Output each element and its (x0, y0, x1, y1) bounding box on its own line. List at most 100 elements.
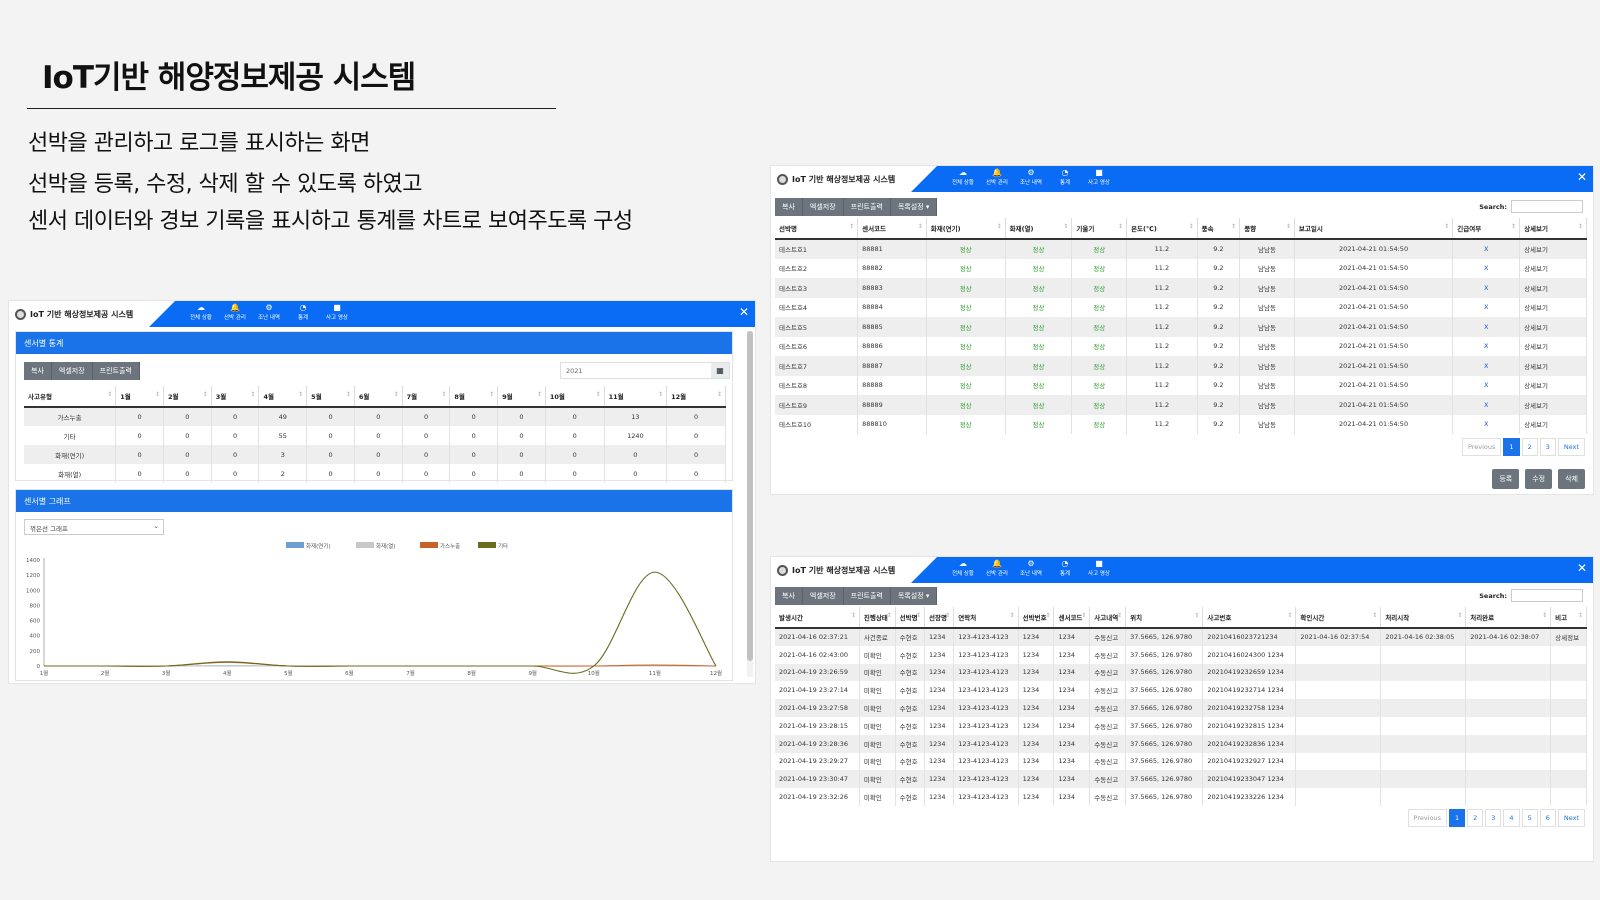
column-header[interactable]: 위치 (1125, 607, 1204, 629)
nav-item-1[interactable]: 🔔 선박 관리 (983, 559, 1011, 577)
column-header[interactable]: 센서코드 (857, 218, 927, 240)
table-cell[interactable]: 상세보기 (1519, 317, 1587, 337)
column-header[interactable]: 상세보기 (1519, 218, 1587, 240)
columns-dropdown-button[interactable]: 목록설정 (890, 587, 938, 605)
column-header[interactable]: 보고일시 (1294, 218, 1454, 240)
column-header[interactable]: 센서코드 (1053, 607, 1091, 629)
column-header[interactable]: 풍속 (1197, 218, 1241, 240)
column-header[interactable]: 확인시간 (1295, 607, 1382, 629)
nav-item-0[interactable]: ☁ 전체 상황 (949, 559, 977, 577)
table-cell[interactable]: 상세정보 (1550, 628, 1587, 646)
column-header[interactable]: 11월 (604, 386, 668, 408)
column-header[interactable]: 2월 (163, 386, 212, 408)
excel-button[interactable]: 엑셀저장 (802, 198, 844, 216)
column-header[interactable]: 화재(열) (1005, 218, 1073, 240)
nav-item-4[interactable]: ■ 사고 영상 (323, 303, 351, 321)
column-header[interactable]: 선장명 (924, 607, 955, 629)
table-cell[interactable]: 상세보기 (1519, 239, 1587, 259)
column-header[interactable]: 진행상태 (859, 607, 896, 629)
table-cell[interactable]: 상세보기 (1519, 336, 1587, 356)
table-cell[interactable]: 상세보기 (1519, 258, 1587, 278)
table-cell[interactable]: 상세보기 (1519, 278, 1587, 298)
app-logo[interactable]: IoT 기반 해상정보제공 시스템 (771, 557, 911, 583)
app-logo[interactable]: IoT 기반 해상정보제공 시스템 (771, 166, 911, 192)
nav-item-1[interactable]: 🔔 선박 관리 (221, 303, 249, 321)
copy-button[interactable]: 복사 (24, 362, 52, 380)
column-header[interactable]: 처리시작 (1380, 607, 1467, 629)
page-button[interactable]: Next (1557, 438, 1585, 456)
print-button[interactable]: 프린트출력 (843, 198, 891, 216)
column-header[interactable]: 발생시간 (775, 607, 860, 629)
column-header[interactable]: 12월 (666, 386, 726, 408)
page-button[interactable]: 3 (1485, 809, 1502, 827)
table-cell[interactable]: 상세보기 (1519, 395, 1587, 415)
table-cell[interactable]: 상세보기 (1519, 414, 1587, 434)
column-header[interactable]: 풍향 (1239, 218, 1295, 240)
page-button[interactable]: 3 (1539, 438, 1556, 456)
scrollbar-thumb[interactable] (747, 331, 753, 661)
column-header[interactable]: 3월 (211, 386, 260, 408)
nav-item-0[interactable]: ☁ 전체 상황 (187, 303, 215, 321)
table-cell[interactable] (1550, 699, 1587, 717)
column-header[interactable]: 처리완료 (1465, 607, 1552, 629)
nav-item-4[interactable]: ■ 사고 영상 (1085, 559, 1113, 577)
close-icon[interactable]: ✕ (738, 305, 749, 319)
column-header[interactable]: 연락처 (953, 607, 1019, 629)
page-button[interactable]: 1 (1449, 809, 1466, 827)
page-button[interactable]: 1 (1503, 438, 1520, 456)
nav-item-3[interactable]: ◔ 통계 (1051, 168, 1079, 186)
table-cell[interactable]: 상세보기 (1519, 375, 1587, 395)
column-header[interactable]: 8월 (449, 386, 499, 408)
graph-type-select[interactable]: 꺾은선 그래프 ⌄ (24, 519, 164, 535)
column-header[interactable]: 비고 (1550, 607, 1587, 629)
nav-item-3[interactable]: ◔ 통계 (289, 303, 317, 321)
table-cell[interactable] (1550, 681, 1587, 700)
columns-dropdown-button[interactable]: 목록설정 (890, 198, 938, 216)
calendar-icon[interactable]: ▦ (711, 363, 729, 378)
print-button[interactable]: 프린트출력 (843, 587, 891, 605)
column-header[interactable]: 1월 (115, 386, 164, 408)
table-cell[interactable] (1550, 770, 1587, 789)
nav-item-2[interactable]: ⚙ 조난 내역 (1017, 168, 1045, 186)
column-header[interactable]: 선박번호 (1018, 607, 1055, 629)
column-header[interactable]: 10월 (545, 386, 605, 408)
search-input[interactable] (1511, 200, 1583, 213)
column-header[interactable]: 온도(℃) (1126, 218, 1198, 240)
app-logo[interactable]: IoT 기반 해상정보제공 시스템 (9, 301, 149, 327)
nav-item-2[interactable]: ⚙ 조난 내역 (1017, 559, 1045, 577)
page-button[interactable]: Previous (1461, 438, 1502, 456)
copy-button[interactable]: 복사 (775, 587, 803, 605)
column-header[interactable]: 화재(연기) (926, 218, 1006, 240)
nav-item-4[interactable]: ■ 사고 영상 (1085, 168, 1113, 186)
page-button[interactable]: Previous (1407, 809, 1447, 827)
table-cell[interactable] (1550, 752, 1587, 771)
edit-button[interactable]: 수정 (1525, 469, 1553, 489)
column-header[interactable]: 기울기 (1071, 218, 1128, 240)
excel-button[interactable]: 엑셀저장 (51, 362, 93, 380)
page-button[interactable]: 2 (1467, 809, 1484, 827)
table-cell[interactable]: 상세보기 (1519, 356, 1587, 376)
year-picker[interactable]: 2021 ▦ (560, 362, 730, 379)
page-button[interactable]: 6 (1539, 809, 1556, 827)
copy-button[interactable]: 복사 (775, 198, 803, 216)
table-cell[interactable]: 상세보기 (1519, 297, 1587, 317)
page-button[interactable]: Next (1557, 809, 1585, 827)
table-cell[interactable] (1550, 788, 1587, 806)
column-header[interactable]: 사고유형 (24, 386, 117, 408)
nav-item-2[interactable]: ⚙ 조난 내역 (255, 303, 283, 321)
scrollbar[interactable] (747, 331, 753, 677)
year-input[interactable]: 2021 (566, 367, 583, 375)
column-header[interactable]: 7월 (402, 386, 451, 408)
page-button[interactable]: 4 (1503, 809, 1520, 827)
column-header[interactable]: 사고내역 (1089, 607, 1127, 629)
table-cell[interactable] (1550, 663, 1587, 682)
print-button[interactable]: 프린트출력 (92, 362, 140, 380)
delete-button[interactable]: 삭제 (1558, 469, 1585, 489)
nav-item-3[interactable]: ◔ 통계 (1051, 559, 1079, 577)
column-header[interactable]: 선박명 (775, 218, 859, 240)
table-cell[interactable] (1550, 645, 1587, 664)
column-header[interactable]: 긴급여부 (1452, 218, 1521, 240)
column-header[interactable]: 선박명 (895, 607, 925, 629)
close-icon[interactable]: ✕ (1576, 170, 1587, 184)
table-cell[interactable] (1550, 716, 1587, 735)
